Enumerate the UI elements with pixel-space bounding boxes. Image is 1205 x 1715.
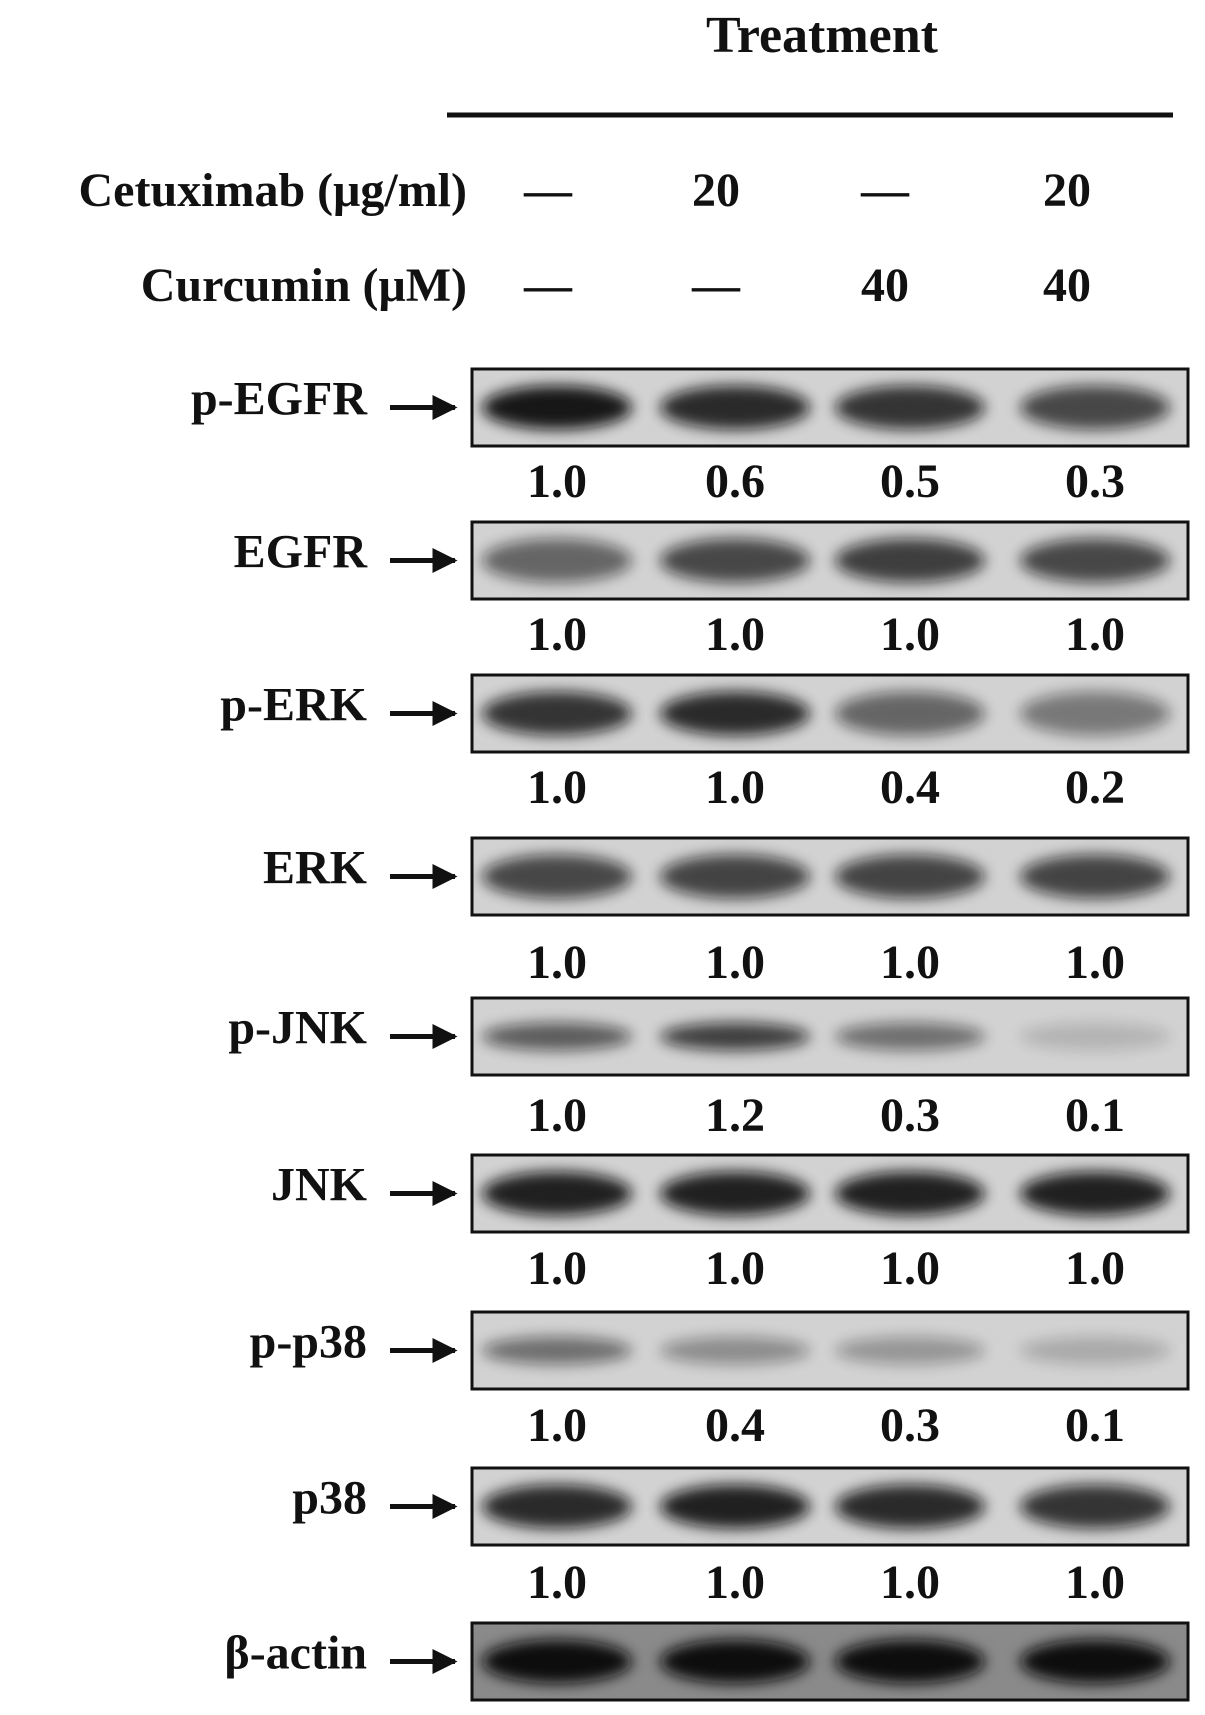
quantity: 1.0 [527,1089,587,1142]
blot-label: p-EGFR [191,373,368,426]
quantity: 1.0 [1065,936,1125,989]
quantity: 1.0 [1065,1556,1125,1609]
band [1020,1022,1170,1051]
quantity: 1.0 [705,936,765,989]
band [1020,1639,1170,1684]
band [835,1336,985,1365]
quantity: 1.0 [527,455,587,508]
blot-frame [470,996,1190,1077]
band [660,385,810,430]
band [835,854,985,899]
band [482,1336,632,1365]
quantity: 1.0 [1065,608,1125,661]
treatment-value: 20 [692,164,740,217]
treatment-value: — [523,259,573,312]
quantity: 1.0 [527,1242,587,1295]
band [835,385,985,430]
quantity: 1.0 [705,761,765,814]
band [482,1639,632,1684]
band [482,854,632,899]
band [482,1022,632,1051]
quantity: 1.0 [1065,1242,1125,1295]
blot-label: p-JNK [228,1002,367,1055]
blot-label: ERK [263,842,367,895]
treatment-value: — [523,164,573,217]
quantity: 0.5 [880,455,940,508]
band [1020,691,1170,736]
band [482,1171,632,1216]
band [1020,1484,1170,1529]
blot-label: p-ERK [220,679,367,732]
quantity: 1.0 [880,1556,940,1609]
quantity: 1.0 [880,608,940,661]
treatment-value: 40 [861,259,909,312]
blot-label: p38 [292,1472,367,1525]
blot-frame [470,1466,1190,1547]
blot-frame [470,836,1190,917]
band [660,854,810,899]
treatment-value: — [860,164,910,217]
band [660,1639,810,1684]
quantity: 1.0 [527,936,587,989]
band [835,1484,985,1529]
band [660,1484,810,1529]
quantity: 0.3 [880,1399,940,1452]
blot-frame [470,367,1190,448]
quantity: 1.0 [705,1556,765,1609]
quantity: 1.0 [527,1556,587,1609]
blot-frame [470,520,1190,601]
quantity: 1.2 [705,1089,765,1142]
band [1020,1171,1170,1216]
treatment-value: — [691,259,741,312]
blot-label: p-p38 [250,1316,367,1369]
band [835,1639,985,1684]
blot-frame [470,1310,1190,1391]
quantity: 1.0 [705,1242,765,1295]
band [482,538,632,583]
quantity: 0.2 [1065,761,1125,814]
quantity: 1.0 [705,608,765,661]
quantity: 1.0 [880,936,940,989]
quantity: 0.1 [1065,1089,1125,1142]
blot-frame [470,673,1190,754]
band [482,385,632,430]
band [660,1336,810,1365]
band [660,538,810,583]
quantity: 0.3 [1065,455,1125,508]
blot-label: JNK [271,1159,367,1212]
blot-frame [470,1621,1190,1702]
treatment-label: Curcumin (μM) [141,259,467,312]
band [1020,538,1170,583]
quantity: 0.1 [1065,1399,1125,1452]
band [835,538,985,583]
quantity: 0.3 [880,1089,940,1142]
treatment-value: 20 [1043,164,1091,217]
band [835,1022,985,1051]
quantity: 1.0 [880,1242,940,1295]
band [660,1171,810,1216]
band [660,691,810,736]
band [1020,1336,1170,1365]
quantity: 1.0 [527,608,587,661]
quantity: 1.0 [527,761,587,814]
treatment-value: 40 [1043,259,1091,312]
blot-frame [470,1153,1190,1234]
blot-label: β-actin [224,1627,367,1680]
header-title: Treatment [706,7,939,64]
quantity: 0.4 [880,761,940,814]
band [660,1022,810,1051]
band [482,1484,632,1529]
treatment-label: Cetuximab (μg/ml) [79,164,468,217]
band [835,1171,985,1216]
quantity: 0.4 [705,1399,765,1452]
quantity: 1.0 [527,1399,587,1452]
band [1020,385,1170,430]
quantity: 0.6 [705,455,765,508]
band [482,691,632,736]
blot-label: EGFR [234,526,369,579]
band [835,691,985,736]
band [1020,854,1170,899]
